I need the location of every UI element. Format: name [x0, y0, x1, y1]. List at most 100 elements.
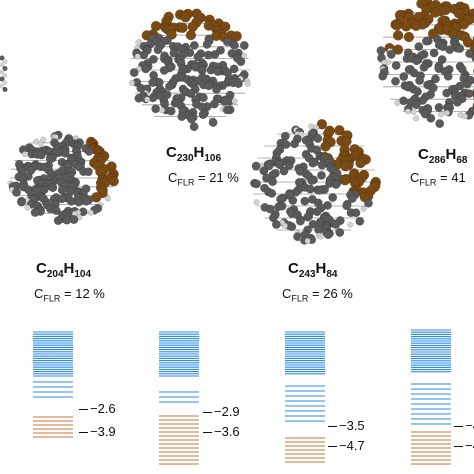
atom — [323, 230, 333, 240]
atom — [431, 74, 440, 84]
atom — [0, 55, 5, 61]
atom — [364, 198, 373, 208]
atom — [165, 81, 174, 91]
atom — [308, 123, 315, 130]
atom — [0, 69, 5, 75]
atom — [307, 176, 317, 186]
molecule-partial-left — [0, 55, 8, 92]
atom — [87, 209, 94, 216]
atom — [60, 148, 70, 158]
atom — [391, 20, 403, 31]
atom — [412, 56, 422, 66]
atom — [30, 208, 40, 217]
atom — [189, 122, 199, 132]
atom — [0, 83, 5, 89]
atom — [355, 157, 366, 169]
atom — [461, 113, 469, 120]
atom — [153, 45, 163, 55]
atom — [139, 50, 149, 60]
atom — [185, 29, 197, 41]
atom — [314, 185, 324, 195]
atom — [212, 84, 221, 94]
atom — [83, 167, 93, 177]
atom — [66, 196, 76, 206]
atom — [281, 140, 291, 149]
atom — [284, 161, 294, 170]
atom — [275, 160, 284, 170]
atom — [0, 62, 5, 68]
atom — [391, 61, 401, 70]
energy-levels-p2 — [285, 331, 325, 463]
atom — [328, 193, 338, 202]
atom — [222, 105, 232, 115]
atom — [316, 118, 328, 130]
formula-c204h104: C204H104 — [36, 260, 92, 280]
cflr-c286h68: CFLR = 41 — [410, 170, 466, 188]
atom — [288, 196, 298, 205]
atom — [252, 179, 262, 189]
atom — [434, 103, 444, 112]
atom — [141, 64, 151, 74]
atom — [317, 170, 326, 180]
atom — [2, 80, 8, 85]
atom — [233, 79, 243, 89]
energy-levels-p1 — [159, 331, 199, 465]
atom — [320, 141, 331, 152]
atom — [287, 222, 297, 232]
atom — [304, 237, 311, 244]
atom — [421, 36, 431, 46]
atom — [148, 78, 158, 88]
atom — [84, 146, 94, 156]
molecule-s2 — [250, 118, 382, 245]
atom — [435, 119, 445, 129]
atom — [189, 40, 199, 50]
atom — [471, 53, 474, 63]
atom — [129, 68, 139, 78]
atom — [236, 57, 246, 67]
atom — [317, 160, 327, 170]
atom — [239, 41, 249, 50]
atom — [2, 87, 8, 92]
atom — [452, 97, 462, 107]
atom — [231, 30, 242, 42]
atom — [104, 195, 111, 202]
atom — [230, 40, 239, 50]
level-label-p1-upper: −2.9 — [203, 404, 240, 419]
atom — [415, 76, 425, 86]
formula-c230h106: C230H106 — [166, 144, 222, 164]
atom — [2, 73, 8, 78]
atom — [313, 134, 323, 143]
cflr-c204h104: CFLR = 12 % — [34, 286, 105, 304]
atom — [204, 81, 214, 91]
atom — [128, 79, 136, 86]
atom — [187, 114, 196, 124]
atom — [282, 222, 289, 229]
atom — [151, 104, 161, 114]
atom — [198, 110, 208, 120]
atom — [340, 160, 351, 172]
atom — [412, 100, 421, 110]
atom — [394, 99, 401, 107]
atom — [418, 95, 428, 105]
atom — [378, 71, 388, 81]
atom — [265, 204, 275, 214]
atom — [24, 204, 31, 211]
level-label-p0-upper: −2.6 — [79, 401, 116, 416]
atom — [213, 67, 223, 76]
atom — [355, 216, 365, 226]
atom — [386, 50, 396, 59]
molecule-s0 — [7, 130, 119, 226]
atom — [317, 233, 324, 240]
atom — [2, 66, 8, 71]
atom — [420, 109, 430, 119]
atom — [342, 201, 352, 211]
atom — [208, 118, 218, 127]
molecule-s1 — [128, 8, 251, 132]
atom — [144, 96, 151, 103]
atom — [180, 12, 191, 23]
energy-levels-p3 — [411, 329, 451, 465]
atom — [298, 131, 305, 138]
atom — [159, 65, 169, 75]
atom — [443, 109, 450, 117]
